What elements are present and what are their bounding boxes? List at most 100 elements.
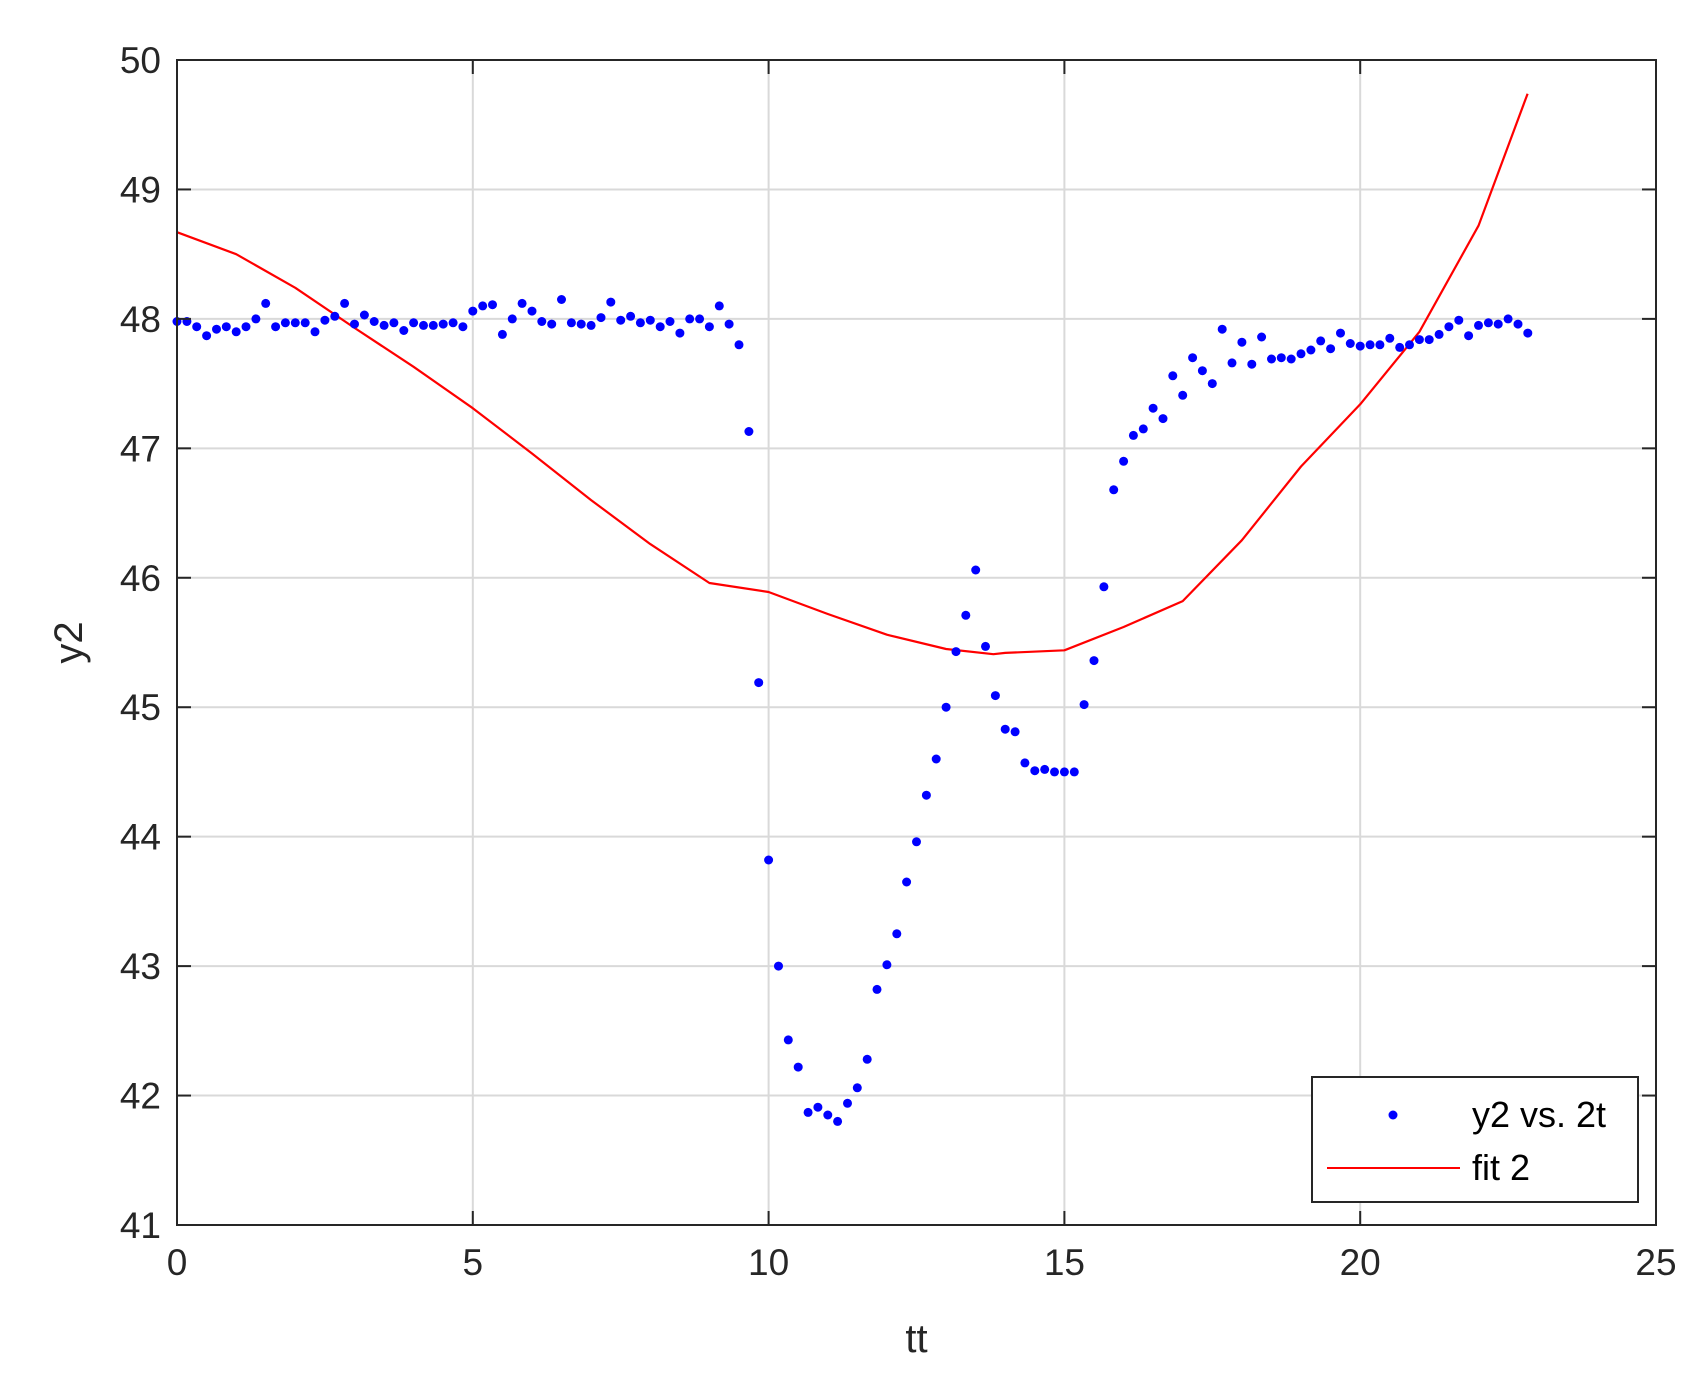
data-point [1375, 340, 1385, 350]
ticks-layer [176, 59, 1657, 1226]
y-tick-label: 45 [120, 687, 161, 728]
data-point [616, 315, 626, 325]
data-point [290, 318, 300, 328]
data-point [1158, 414, 1168, 424]
data-point [300, 318, 310, 328]
data-point [655, 322, 665, 332]
fit-layer [176, 93, 1529, 656]
data-point [892, 929, 902, 939]
data-point [379, 320, 389, 330]
data-point [566, 318, 576, 328]
data-point [1365, 340, 1375, 350]
data-point [369, 317, 379, 326]
data-point [606, 297, 616, 307]
data-point [1128, 430, 1138, 440]
data-point [310, 327, 320, 337]
data-point [1434, 329, 1444, 339]
data-point [419, 320, 428, 330]
data-point [350, 319, 359, 329]
data-point [488, 300, 497, 310]
data-point [399, 326, 409, 335]
data-point [1227, 358, 1237, 368]
x-tick-label: 20 [1340, 1242, 1381, 1283]
data-point [438, 319, 448, 329]
data-point [744, 427, 754, 436]
tick-labels: 0 5 10 15 20 25 41 42 43 44 45 46 47 48 49 50 [120, 40, 1677, 1283]
data-point [340, 298, 350, 308]
data-point [951, 647, 961, 657]
data-point [1444, 322, 1454, 332]
data-point [1010, 727, 1020, 737]
data-point [468, 306, 478, 316]
data-point [1040, 764, 1050, 774]
x-tick-label: 5 [463, 1242, 484, 1283]
y-tick-label: 44 [120, 817, 161, 858]
data-point [882, 960, 892, 970]
data-point [241, 322, 251, 332]
data-point [764, 855, 774, 865]
data-point [576, 319, 586, 329]
data-point [547, 319, 557, 329]
data-point [1326, 344, 1336, 354]
x-tick-label: 25 [1635, 1242, 1676, 1283]
data-point [231, 327, 241, 337]
grid-layer [176, 59, 1657, 1226]
data-point [1385, 333, 1395, 343]
data-point [448, 318, 458, 328]
points-layer [172, 295, 1533, 1126]
data-point [280, 318, 290, 328]
data-point [1069, 767, 1079, 777]
legend-label-fit: fit 2 [1472, 1147, 1530, 1188]
data-point [813, 1102, 823, 1112]
data-point [685, 314, 695, 324]
data-point [961, 610, 971, 620]
legend-marker-scatter [1388, 1110, 1398, 1120]
data-point [1148, 403, 1158, 413]
data-point [852, 1083, 862, 1093]
data-point [1059, 767, 1069, 777]
data-point [1247, 359, 1257, 369]
y-tick-label: 50 [120, 40, 161, 81]
data-point [803, 1107, 813, 1117]
y-tick-label: 43 [120, 946, 161, 987]
y-tick-label: 46 [120, 558, 161, 599]
data-point [724, 319, 734, 329]
data-point [320, 315, 330, 325]
data-point [1296, 349, 1306, 359]
data-point [921, 790, 931, 800]
data-point [990, 691, 1000, 701]
data-point [330, 311, 340, 321]
data-point [902, 877, 912, 887]
x-axis-label: tt [905, 1317, 927, 1361]
data-point [971, 565, 981, 575]
data-point [359, 310, 369, 320]
data-point [626, 311, 636, 321]
data-point [1483, 318, 1493, 328]
data-point [1474, 320, 1483, 330]
data-point [251, 314, 261, 324]
y-tick-label: 47 [120, 428, 161, 469]
legend-box [1311, 1076, 1639, 1203]
data-point [774, 961, 783, 971]
data-point [1336, 328, 1345, 338]
data-point [1050, 767, 1059, 777]
y-tick-label: 41 [120, 1205, 161, 1246]
y-axis-label: y2 [47, 621, 91, 663]
fit-line [176, 93, 1529, 656]
data-point [458, 322, 468, 332]
data-point [931, 754, 941, 764]
axes-box [176, 59, 1657, 1226]
data-point [1405, 340, 1414, 350]
data-point [714, 301, 724, 311]
data-point [1217, 324, 1227, 334]
x-tick-label: 15 [1044, 1242, 1085, 1283]
data-point [1395, 342, 1405, 352]
data-point [478, 301, 488, 311]
data-point [1464, 331, 1474, 341]
data-point [517, 298, 527, 308]
data-point [675, 328, 685, 338]
data-point [261, 298, 271, 308]
data-point [586, 320, 596, 330]
